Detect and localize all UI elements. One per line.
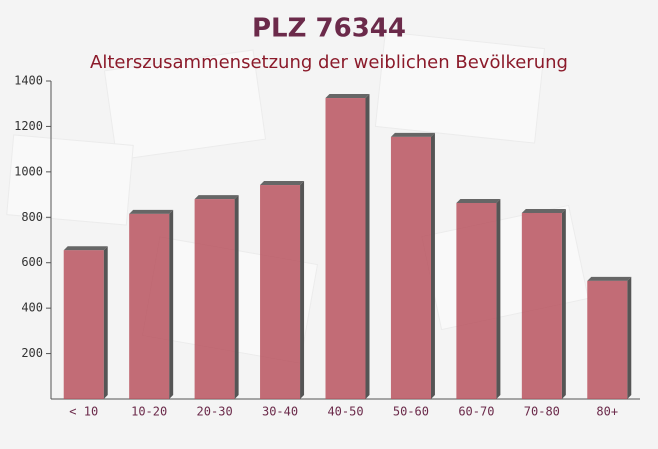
y-tick-label: 800 (21, 210, 43, 224)
bar (456, 202, 497, 399)
chart-subtitle: Alterszusammensetzung der weiblichen Bev… (90, 52, 568, 73)
bar-shadow (260, 181, 305, 186)
bar-shadow (169, 209, 174, 399)
x-tick-label: 40-50 (327, 405, 363, 419)
chart-title: PLZ 76344 (252, 14, 406, 44)
x-tick-label: 70-80 (524, 405, 560, 419)
y-tick-label: 200 (21, 346, 43, 360)
bar (129, 213, 170, 399)
y-tick-label: 1000 (14, 164, 43, 178)
bar (260, 185, 301, 399)
bar-shadow (390, 132, 435, 137)
x-tick-label: < 10 (69, 405, 98, 419)
bar (63, 250, 104, 399)
y-tick-label: 400 (21, 301, 43, 315)
bar-shadow (587, 276, 632, 281)
bar-shadow (129, 209, 174, 214)
x-tick-label: 10-20 (131, 405, 167, 419)
bar-shadow (561, 208, 566, 399)
bar-shadow (234, 195, 239, 399)
x-tick-label: 30-40 (262, 405, 298, 419)
x-tick-label: 80+ (596, 405, 618, 419)
x-tick-label: 50-60 (393, 405, 429, 419)
bar (521, 212, 562, 399)
bar-shadow (300, 181, 305, 399)
bar-shadow (103, 246, 108, 399)
y-tick-label: 1400 (14, 74, 43, 88)
bar-shadow (63, 246, 108, 251)
y-tick-label: 1200 (14, 119, 43, 133)
x-tick-label: 60-70 (458, 405, 494, 419)
bar-shadow (496, 198, 501, 399)
bar (194, 199, 235, 399)
x-tick-label: 20-30 (197, 405, 233, 419)
bar (390, 136, 431, 399)
bar-shadow (194, 195, 239, 200)
bar-shadow (456, 198, 501, 203)
bar (587, 280, 628, 399)
bar (325, 98, 366, 400)
bar-shadow (430, 132, 435, 399)
bar-shadow (365, 94, 370, 400)
bar-shadow (521, 208, 566, 213)
bar-shadow (627, 276, 632, 399)
y-tick-label: 600 (21, 255, 43, 269)
bar-shadow (325, 94, 370, 99)
